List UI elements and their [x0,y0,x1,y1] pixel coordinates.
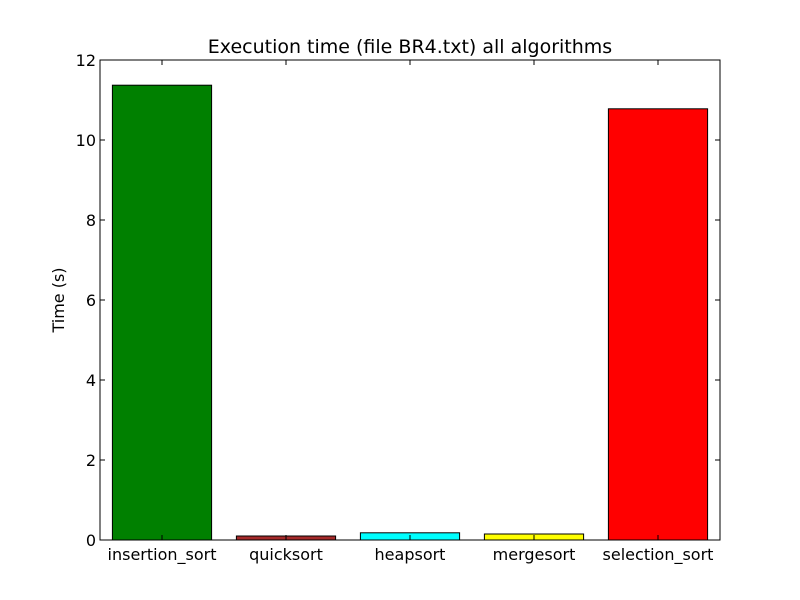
y-tick-label: 0 [86,531,96,550]
x-tick-label: mergesort [493,545,576,564]
x-tick-label: selection_sort [603,545,714,565]
y-tick-label: 12 [76,51,96,70]
y-tick-label: 10 [76,131,96,150]
y-tick-label: 6 [86,291,96,310]
ticks-group: insertion_sort quicksort heapsort mergesort… [76,51,720,565]
y-axis-label: Time (s) [49,267,68,333]
x-tick-label: insertion_sort [108,545,217,565]
bar-insertion_sort [111,84,213,541]
x-tick-label: heapsort [375,545,446,564]
bars-group [111,84,709,541]
y-tick-label: 2 [86,451,96,470]
x-tick-label: quicksort [249,545,323,564]
y-tick-label: 8 [86,211,96,230]
bar-selection_sort [607,108,709,541]
chart-title: Execution time (file BR4.txt) all algori… [208,36,612,58]
y-tick-label: 4 [86,371,96,390]
plot-frame [99,59,721,541]
